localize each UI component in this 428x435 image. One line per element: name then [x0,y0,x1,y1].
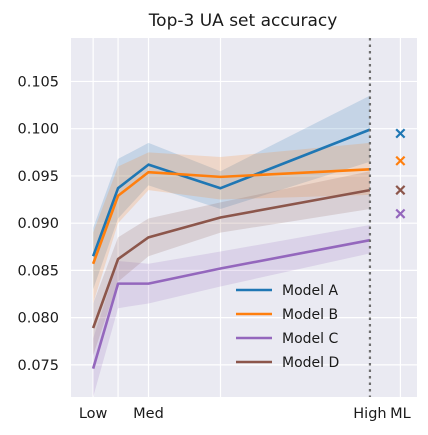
band-model-d [93,171,370,356]
ml-marker-model-a [395,128,406,139]
y-axis-ticks: 0.075 0.080 0.085 0.090 0.095 0.100 0.105 [17,74,59,373]
series-lines [91,128,371,370]
y-tick-label: 0.090 [17,216,59,232]
y-tick-label: 0.105 [17,74,59,90]
ml-markers [395,128,406,219]
y-tick-label: 0.085 [17,263,59,279]
band-model-c [93,225,370,397]
legend-item: Model A [236,283,338,299]
line-model-a [91,128,371,257]
line-model-b [91,168,371,265]
legend-label: Model C [282,331,338,347]
legend-item: Model C [236,331,338,347]
band-model-b [93,142,370,304]
legend-item: Model D [236,355,339,371]
confidence-bands [93,95,370,397]
x-axis-ticks: Low Med High ML [79,406,411,422]
ml-marker-model-d [395,185,406,196]
legend-label: Model A [282,283,338,299]
y-tick-label: 0.095 [17,169,59,185]
y-tick-label: 0.075 [17,358,59,374]
legend: Model A Model B Model C Model D [236,283,339,371]
line-model-d [91,188,371,329]
band-model-a [93,95,370,290]
ml-marker-model-c [395,208,406,219]
y-tick-label: 0.080 [17,311,59,327]
line-model-c [91,238,371,370]
y-tick-label: 0.100 [17,122,59,138]
legend-label: Model B [282,307,338,323]
x-tick-label: Low [79,406,108,422]
legend-item: Model B [236,307,338,323]
x-tick-label: ML [390,406,411,422]
ml-marker-model-b [395,155,406,166]
x-tick-label: Med [133,406,164,422]
legend-label: Model D [282,355,339,371]
chart-title: Top-3 UA set accuracy [148,11,338,31]
x-tick-label: High [353,406,386,422]
